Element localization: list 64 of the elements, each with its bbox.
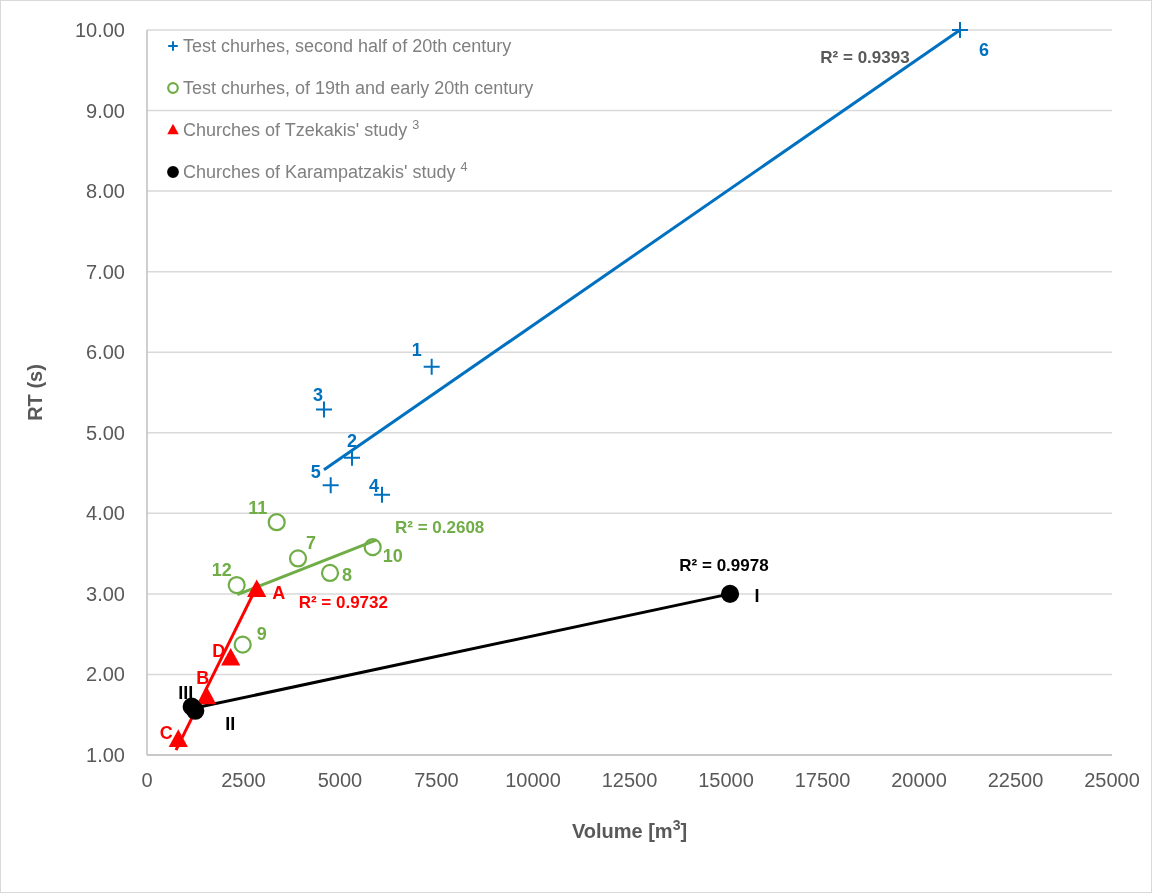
annotation: R² = 0.9978 xyxy=(679,555,769,575)
x-tick-label: 5000 xyxy=(317,769,363,791)
point xyxy=(363,538,382,557)
annotation: R² = 0.9393 xyxy=(820,47,910,67)
legend-label: Churches of Tzekakis' study $^{3}$ xyxy=(183,118,420,141)
annotation: 7 xyxy=(306,532,317,553)
annotation: 12 xyxy=(211,560,232,581)
x-tick-label: 17500 xyxy=(794,769,851,791)
annotation: D xyxy=(212,640,226,661)
point xyxy=(950,21,969,39)
annotation: 1 xyxy=(411,340,422,361)
y-tick-label: 10.00 xyxy=(74,19,125,41)
legend-label: Churches of Karampatzakis' study $^{4}$ xyxy=(183,160,468,183)
legend-label: Test churhes, second half of 20th century xyxy=(183,36,512,57)
annotation: I xyxy=(754,586,760,607)
x-tick-label: 25000 xyxy=(1084,769,1140,791)
point xyxy=(321,476,340,495)
y-tick-label: 8.00 xyxy=(86,180,125,203)
y-tick-label: 2.00 xyxy=(86,663,125,686)
point xyxy=(182,697,201,716)
x-tick-label: 15000 xyxy=(698,769,754,791)
y-tick-label: 6.00 xyxy=(86,341,125,364)
y-tick-label: 1.00 xyxy=(86,744,125,766)
annotation: 4 xyxy=(368,476,379,497)
annotation: R² = 0.2608 xyxy=(395,517,485,537)
point xyxy=(320,563,340,583)
annotation: 8 xyxy=(341,565,353,586)
y-tick-label: 3.00 xyxy=(86,582,125,605)
annotation: 3 xyxy=(312,384,323,405)
y-tick-label: 7.00 xyxy=(86,260,125,283)
x-tick-label: 10000 xyxy=(505,769,561,791)
point xyxy=(720,584,740,603)
y-tick-label: 9.00 xyxy=(86,99,125,122)
x-tick-label: 12500 xyxy=(601,769,658,791)
annotation: A xyxy=(272,583,286,604)
annotation: R² = 0.9732 xyxy=(298,593,388,613)
annotation: 10 xyxy=(382,546,403,567)
point xyxy=(197,686,217,705)
annotation: 9 xyxy=(256,623,267,644)
x-tick-label: 2500 xyxy=(221,769,266,791)
x-axis-title: Volume [m$^{3}$] xyxy=(571,817,688,842)
point xyxy=(267,513,286,532)
point xyxy=(227,575,246,595)
annotation: III xyxy=(178,682,194,703)
annotation: II xyxy=(225,713,236,734)
point xyxy=(233,635,252,654)
annotation: 2 xyxy=(347,431,358,452)
annotation: 6 xyxy=(978,40,989,61)
point xyxy=(288,549,308,568)
annotation: 5 xyxy=(310,462,321,483)
y-tick-label: 5.00 xyxy=(86,421,125,444)
x-tick-label: 22500 xyxy=(987,769,1044,791)
x-tick-label: 0 xyxy=(141,769,153,791)
point xyxy=(314,400,333,419)
legend-label: Test churhes, of 19th and early 20th century xyxy=(183,78,534,99)
point xyxy=(247,579,267,598)
y-axis-title: RT (s) xyxy=(24,364,46,421)
x-tick-label: 20000 xyxy=(891,769,947,791)
annotation: C xyxy=(159,722,173,743)
annotation: B xyxy=(196,668,210,689)
y-tick-label: 4.00 xyxy=(86,502,125,525)
x-tick-label: 7500 xyxy=(414,769,459,791)
annotation: 11 xyxy=(248,498,268,519)
point xyxy=(422,357,441,376)
